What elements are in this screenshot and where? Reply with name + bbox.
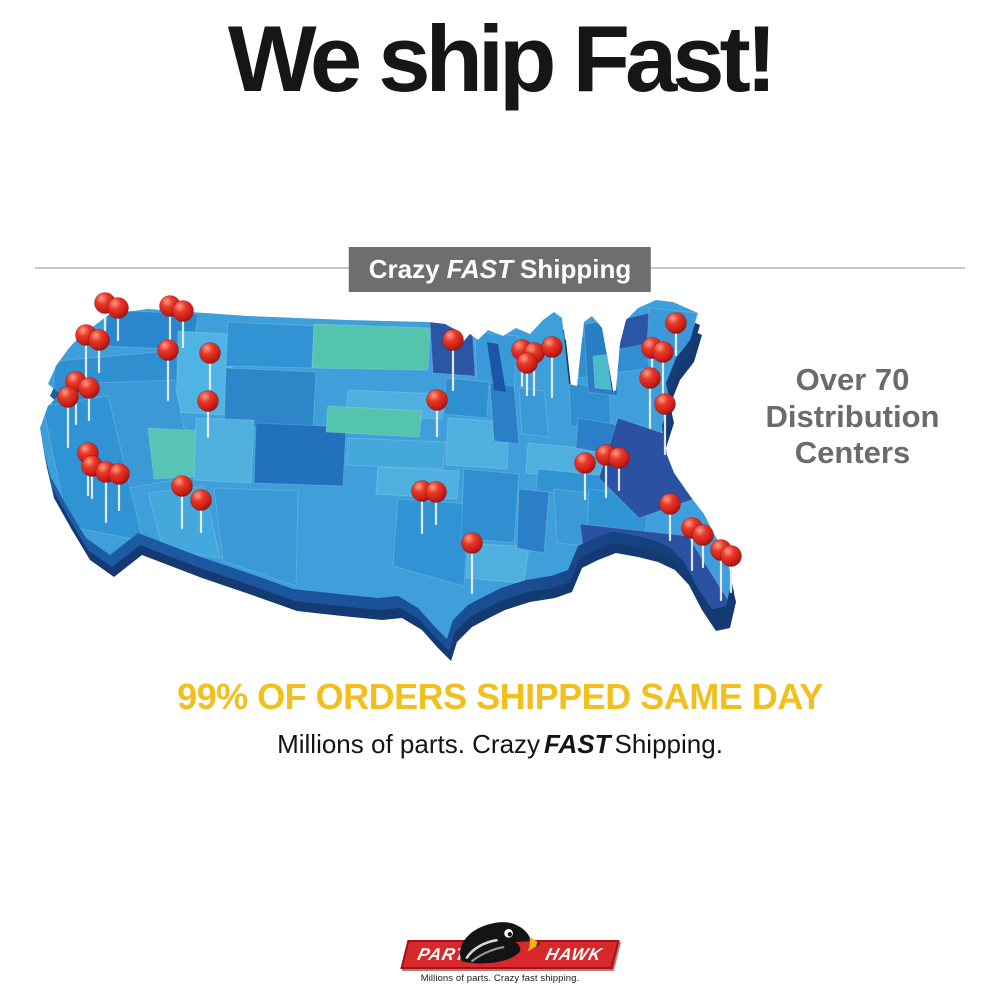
location-pin [608, 447, 630, 469]
location-pin [197, 390, 219, 412]
map-pins-layer [57, 292, 742, 602]
location-pin [652, 341, 674, 363]
location-pin [541, 336, 563, 358]
partshawk-logo: PARTS HAWK Millions of parts. Crazy fast… [0, 920, 1000, 984]
location-pin [190, 489, 212, 511]
callout-line-1: Over 70 [795, 362, 910, 397]
location-pin [574, 452, 596, 474]
location-pin [78, 377, 100, 399]
location-pin [172, 300, 194, 322]
location-pin [157, 339, 179, 361]
location-pin [199, 342, 221, 364]
callout-line-2: Distribution [765, 398, 940, 434]
usa-map [40, 292, 742, 661]
location-pin [108, 463, 130, 485]
badge-text-emphasis: FAST [446, 254, 514, 284]
location-pin [516, 352, 538, 374]
headline: 99% OF ORDERS SHIPPED SAME DAY [177, 676, 823, 717]
subheadline-prefix: Millions of parts. Crazy [277, 729, 541, 759]
page-title: We ship Fast! [227, 6, 777, 111]
subheadline-suffix: Shipping. [614, 729, 723, 759]
location-pin [654, 393, 676, 415]
location-pin [639, 367, 661, 389]
location-pin [88, 329, 110, 351]
location-pin [171, 475, 193, 497]
subheadline-emphasis: FAST [544, 729, 611, 759]
location-pin [57, 386, 79, 408]
callout-line-3: Centers [794, 435, 911, 471]
location-pin [425, 481, 447, 503]
location-pin [461, 532, 483, 554]
logo-text-hawk: HAWK [543, 944, 605, 964]
badge-text-suffix: Shipping [520, 254, 632, 284]
shipping-badge: Crazy FAST Shipping [348, 247, 652, 292]
location-pin [426, 389, 448, 411]
subheadline: Millions of parts. Crazy FAST Shipping. [0, 729, 1000, 760]
location-pin [665, 312, 687, 334]
logo-tagline: Millions of parts. Crazy fast shipping. [420, 973, 580, 984]
location-pin [107, 297, 129, 319]
location-pin [442, 329, 464, 351]
logo-mark: PARTS HAWK [400, 920, 620, 970]
location-pin [692, 524, 714, 546]
location-pin [659, 493, 681, 515]
hawk-head-icon [460, 922, 541, 964]
badge-text-prefix: Crazy [368, 254, 440, 284]
location-pin [720, 545, 742, 567]
distribution-callout: Over 70 Distribution Centers [735, 362, 970, 472]
